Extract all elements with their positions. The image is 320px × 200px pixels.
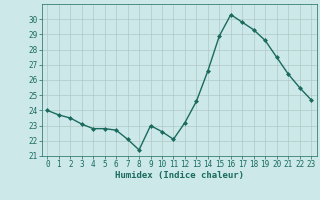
X-axis label: Humidex (Indice chaleur): Humidex (Indice chaleur) bbox=[115, 171, 244, 180]
